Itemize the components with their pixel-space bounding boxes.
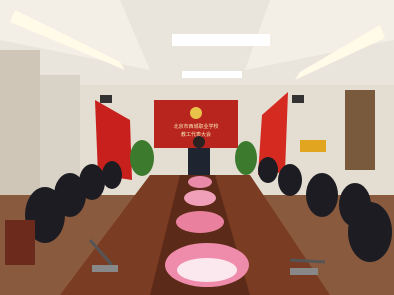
flowers (184, 190, 216, 206)
microphone-base (92, 265, 118, 272)
microphone-base (290, 268, 318, 275)
person-head (193, 136, 205, 148)
ceiling-light (172, 34, 270, 46)
person (278, 164, 302, 196)
speaker (100, 95, 112, 103)
person (102, 161, 122, 189)
screen-text: 北京市西城职业学校 (173, 123, 218, 130)
plant (235, 141, 257, 175)
sign (300, 140, 326, 152)
person (339, 183, 371, 227)
person (79, 164, 105, 200)
plant (130, 140, 154, 176)
flowers (188, 176, 212, 188)
chair (5, 220, 35, 265)
page: {"screen": {"line1": "北京市西城职业学校", "line2… (0, 0, 394, 295)
person (258, 157, 278, 183)
door (345, 90, 375, 170)
person (188, 148, 210, 178)
ceiling-light (182, 71, 242, 78)
person (306, 173, 338, 217)
meeting-photo: 北京市西城职业学校 教工代表大会 (0, 0, 394, 295)
emblem (190, 107, 202, 119)
flowers (176, 211, 224, 233)
flowers (177, 258, 237, 282)
speaker (292, 95, 304, 103)
microphone (290, 260, 325, 262)
